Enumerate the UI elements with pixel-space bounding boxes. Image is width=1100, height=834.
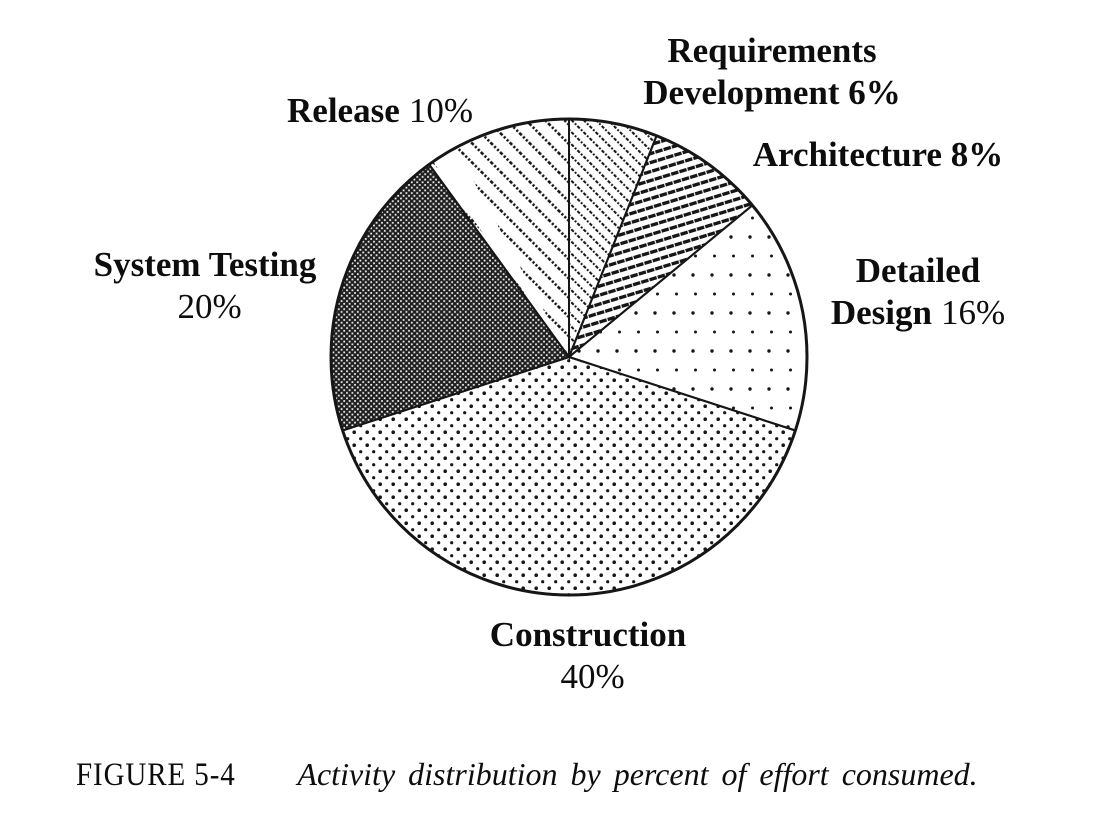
label-construction-line1: Construction bbox=[489, 615, 687, 654]
slice-label-detailed-design: Detailed Design 16% bbox=[831, 250, 1005, 334]
label-line: Release 10% bbox=[287, 90, 473, 132]
label-line: Development 6% bbox=[643, 72, 901, 114]
label-construction-pct: 40% bbox=[560, 657, 625, 696]
slice-label-construction: Construction 40% bbox=[490, 614, 686, 698]
system-testing-release-boundary bbox=[428, 163, 570, 358]
label-release-pct: 10% bbox=[408, 91, 473, 130]
label-detailed-line2-pct: 16% bbox=[941, 293, 1006, 332]
slice-label-architecture: Architecture 8% bbox=[753, 134, 1003, 176]
pie-slices-group bbox=[329, 117, 809, 597]
label-line: System Testing bbox=[94, 244, 317, 286]
label-release-name: Release bbox=[287, 91, 400, 130]
release-slice-white-gap bbox=[433, 147, 569, 357]
label-system-testing-line1: System Testing bbox=[93, 245, 317, 284]
label-line: 20% bbox=[94, 286, 317, 328]
label-requirements-line1: Requirements bbox=[667, 31, 877, 70]
label-detailed-line1: Detailed bbox=[855, 251, 981, 290]
pie-outline bbox=[329, 117, 809, 597]
label-architecture-line1: Architecture 8% bbox=[752, 135, 1004, 174]
figure-caption-text: Activity distribution by percent of effo… bbox=[297, 756, 978, 792]
label-line: Design 16% bbox=[831, 292, 1005, 334]
figure-caption-label: FIGURE 5-4 bbox=[76, 757, 236, 793]
label-line: Construction bbox=[490, 614, 686, 656]
label-system-testing-pct: 20% bbox=[177, 287, 242, 326]
slice-label-requirements-development: Requirements Development 6% bbox=[643, 30, 901, 114]
label-line: Architecture 8% bbox=[753, 134, 1003, 176]
label-requirements-line2: Development 6% bbox=[643, 73, 901, 112]
label-line: 40% bbox=[490, 656, 686, 698]
label-line: Detailed bbox=[831, 250, 1005, 292]
figure-caption: FIGURE 5-4 Activity distribution by perce… bbox=[76, 756, 978, 794]
label-line: Requirements bbox=[643, 30, 901, 72]
slice-label-release: Release 10% bbox=[287, 90, 473, 132]
label-detailed-line2-name: Design bbox=[830, 293, 932, 332]
slice-label-system-testing: System Testing 20% bbox=[94, 244, 317, 328]
